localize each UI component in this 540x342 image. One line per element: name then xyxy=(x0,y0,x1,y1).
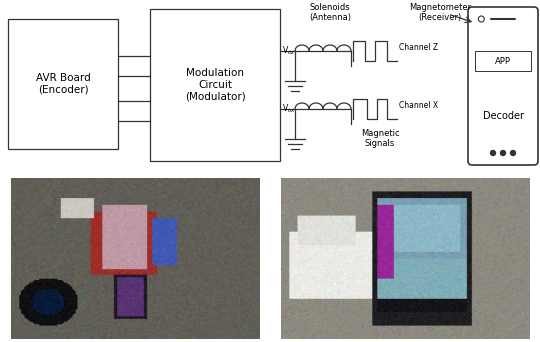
Bar xyxy=(150,9,280,161)
Text: Channel Z: Channel Z xyxy=(399,43,438,53)
Text: APP: APP xyxy=(495,56,511,66)
Circle shape xyxy=(510,150,516,156)
Text: Solenoids
(Antenna): Solenoids (Antenna) xyxy=(309,3,351,22)
Text: V$_{ox}$: V$_{ox}$ xyxy=(282,103,296,115)
Bar xyxy=(475,51,531,71)
Bar xyxy=(8,19,118,149)
Text: Magnetometer
(Receiver): Magnetometer (Receiver) xyxy=(409,3,471,22)
FancyBboxPatch shape xyxy=(468,7,538,165)
Circle shape xyxy=(501,150,505,156)
Text: V$_{oz}$: V$_{oz}$ xyxy=(282,45,295,57)
Text: AVR Board
(Encoder): AVR Board (Encoder) xyxy=(36,73,90,95)
Circle shape xyxy=(490,150,496,156)
Text: Magnetic
Signals: Magnetic Signals xyxy=(361,129,399,148)
Text: Decoder: Decoder xyxy=(483,111,523,121)
Text: Channel X: Channel X xyxy=(399,102,438,110)
Text: Modulation
Circuit
(Modulator): Modulation Circuit (Modulator) xyxy=(185,68,245,102)
